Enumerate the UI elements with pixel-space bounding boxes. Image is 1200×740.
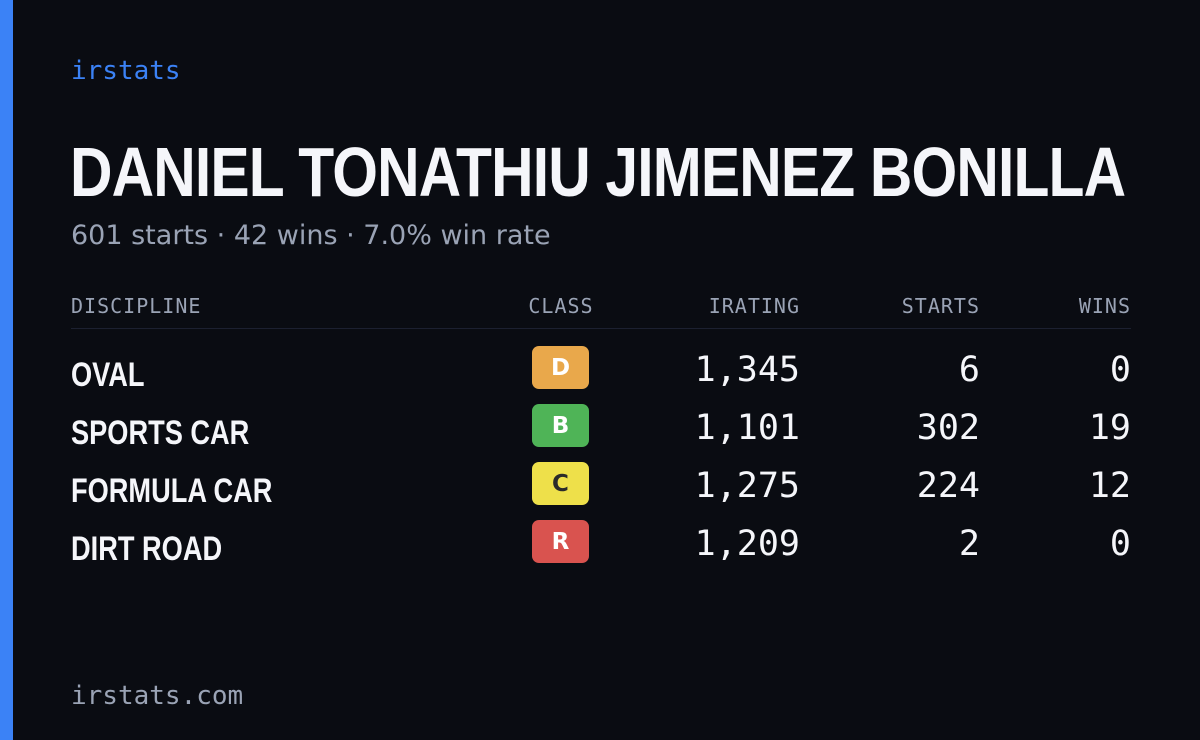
career-summary: 601 starts · 42 wins · 7.0% win rate bbox=[71, 220, 551, 251]
brand-logo: irstats bbox=[71, 56, 181, 86]
table-body: OVAL D 1,345 6 0 SPORTS CAR B 1,101 302 … bbox=[71, 346, 1131, 578]
wins-value: 0 bbox=[1109, 524, 1131, 564]
discipline-table: DISCIPLINE CLASS IRATING STARTS WINS OVA… bbox=[71, 290, 1131, 578]
table-row: SPORTS CAR B 1,101 302 19 bbox=[71, 404, 1131, 462]
discipline-name: DIRT ROAD bbox=[71, 530, 223, 568]
discipline-name: SPORTS CAR bbox=[71, 414, 250, 452]
class-badge: D bbox=[532, 346, 589, 389]
header-starts: STARTS bbox=[901, 294, 980, 318]
table-row: OVAL D 1,345 6 0 bbox=[71, 346, 1131, 404]
wins-value: 19 bbox=[1088, 408, 1131, 448]
irating-value: 1,345 bbox=[694, 350, 800, 390]
table-header: DISCIPLINE CLASS IRATING STARTS WINS bbox=[71, 290, 1131, 329]
header-irating: IRATING bbox=[708, 294, 800, 318]
driver-name: DANIEL TONATHIU JIMENEZ BONILLA bbox=[70, 133, 1126, 211]
site-url: irstats.com bbox=[71, 681, 244, 711]
starts-value: 302 bbox=[916, 408, 980, 448]
irating-value: 1,209 bbox=[694, 524, 800, 564]
table-row: DIRT ROAD R 1,209 2 0 bbox=[71, 520, 1131, 578]
starts-value: 6 bbox=[958, 350, 980, 390]
discipline-name: FORMULA CAR bbox=[71, 472, 273, 510]
irating-value: 1,275 bbox=[694, 466, 800, 506]
wins-value: 12 bbox=[1088, 466, 1131, 506]
header-class: CLASS bbox=[528, 294, 594, 318]
header-wins: WINS bbox=[1078, 294, 1131, 318]
class-badge: B bbox=[532, 404, 589, 447]
starts-value: 2 bbox=[958, 524, 980, 564]
class-badge: R bbox=[532, 520, 589, 563]
irating-value: 1,101 bbox=[694, 408, 800, 448]
accent-bar bbox=[0, 0, 13, 740]
header-discipline: DISCIPLINE bbox=[71, 294, 202, 318]
wins-value: 0 bbox=[1109, 350, 1131, 390]
table-row: FORMULA CAR C 1,275 224 12 bbox=[71, 462, 1131, 520]
discipline-name: OVAL bbox=[71, 356, 145, 394]
starts-value: 224 bbox=[916, 466, 980, 506]
class-badge: C bbox=[532, 462, 589, 505]
